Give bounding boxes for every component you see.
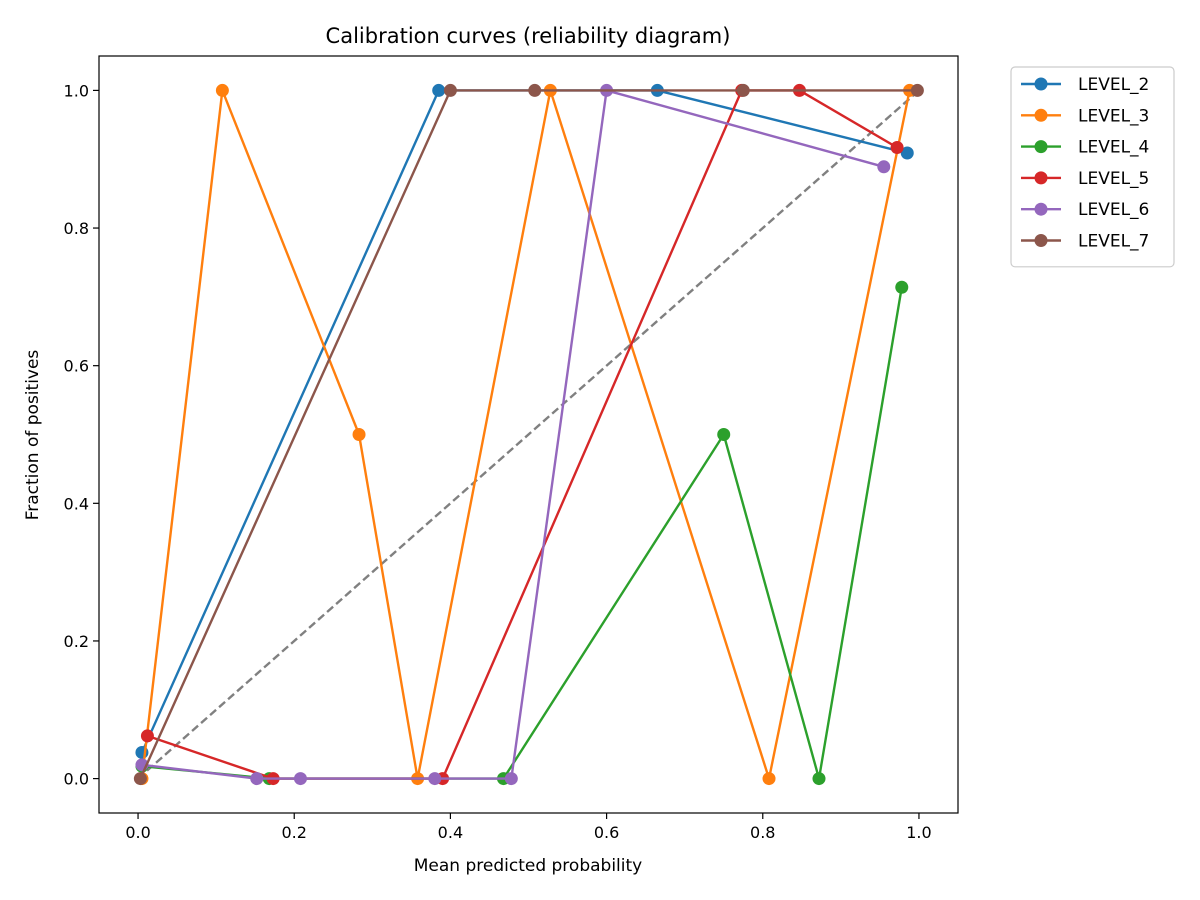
legend-marker — [1034, 234, 1048, 247]
chart-title: Calibration curves (reliability diagram) — [326, 24, 731, 48]
legend-item: LEVEL_5 — [1021, 169, 1149, 189]
legend-label: LEVEL_7 — [1078, 232, 1149, 252]
y-tick-label: 0.0 — [64, 770, 89, 789]
y-tick-label: 1.0 — [64, 81, 89, 100]
legend-label: LEVEL_2 — [1078, 75, 1149, 95]
data-point — [895, 280, 909, 294]
perfect-calibration-line — [137, 89, 920, 780]
data-point — [215, 83, 229, 97]
data-point — [900, 146, 914, 160]
x-tick-label: 0.0 — [125, 823, 150, 842]
series-level-7 — [133, 83, 924, 786]
y-axis-label: Fraction of positives — [23, 350, 43, 521]
data-point — [717, 428, 731, 441]
x-axis-label: Mean predicted probability — [414, 856, 642, 876]
x-tick-label: 1.0 — [906, 823, 931, 842]
legend-item: LEVEL_3 — [1021, 106, 1149, 126]
data-point — [528, 83, 542, 97]
data-point — [877, 160, 891, 174]
data-point — [812, 772, 826, 786]
y-tick-label: 0.6 — [64, 357, 89, 376]
data-point — [133, 772, 147, 786]
legend-marker — [1034, 77, 1048, 91]
data-point — [443, 83, 457, 97]
data-point — [762, 772, 776, 786]
legend-marker — [1034, 171, 1048, 185]
x-tick-label: 0.6 — [594, 823, 619, 842]
y-tick-label: 0.8 — [64, 219, 89, 238]
data-point — [428, 772, 442, 786]
legend: LEVEL_2 LEVEL_3 LEVEL_4 LEVEL_5 LEVEL_6 LEVEL… — [1010, 66, 1175, 268]
legend-box — [1010, 66, 1175, 268]
data-point — [140, 729, 154, 743]
legend-item: LEVEL_7 — [1021, 232, 1149, 252]
legend-label: LEVEL_4 — [1078, 138, 1149, 158]
series-line — [147, 89, 898, 780]
plot-area: 0.0 0.2 0.4 0.6 0.8 1.0 0.0 0.2 0.4 0.6 0.8 1.0 — [64, 55, 959, 842]
data-point — [736, 83, 750, 97]
legend-label: LEVEL_6 — [1078, 200, 1149, 220]
x-tick-label: 0.4 — [438, 823, 463, 842]
legend-item: LEVEL_4 — [1021, 138, 1149, 158]
legend-label: LEVEL_5 — [1078, 169, 1149, 189]
legend-label: LEVEL_3 — [1078, 106, 1149, 126]
data-point — [504, 772, 518, 786]
x-tick-label: 0.2 — [282, 823, 307, 842]
data-point — [352, 428, 366, 441]
y-tick-label: 0.4 — [64, 494, 89, 513]
legend-item: LEVEL_6 — [1021, 200, 1149, 220]
legend-marker — [1034, 202, 1048, 216]
data-point — [293, 772, 307, 786]
legend-item: LEVEL_2 — [1021, 75, 1149, 95]
data-point — [910, 83, 924, 97]
legend-marker — [1034, 140, 1048, 154]
y-tick-label: 0.2 — [64, 632, 89, 651]
axes-frame — [98, 55, 959, 814]
x-tick-label: 0.8 — [750, 823, 775, 842]
data-point — [250, 772, 264, 786]
data-point — [432, 83, 446, 97]
data-point — [890, 141, 904, 155]
legend-marker — [1034, 108, 1048, 122]
